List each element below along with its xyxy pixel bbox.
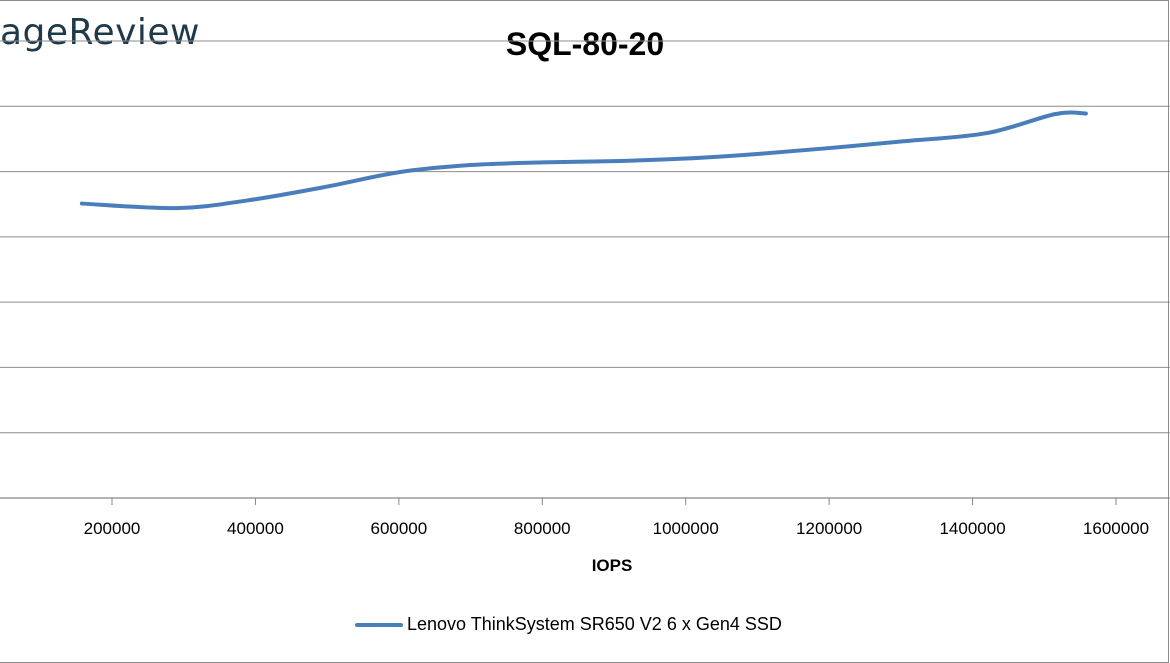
x-axis-ticks: 200000 400000 600000 800000 1000000 1200000 14…: [84, 498, 1149, 538]
gridlines: [0, 40, 1170, 499]
legend-label: Lenovo ThinkSystem SR650 V2 6 x Gen4 SSD: [407, 614, 782, 634]
x-tick-label: 1400000: [939, 519, 1005, 538]
x-axis-title: IOPS: [592, 556, 633, 575]
legend: Lenovo ThinkSystem SR650 V2 6 x Gen4 SSD: [355, 614, 782, 635]
legend-swatch: [355, 622, 403, 627]
series-line: [79, 110, 1088, 211]
series-layer: [79, 110, 1088, 211]
x-tick-label: 1600000: [1083, 519, 1149, 538]
x-tick-label: 200000: [84, 519, 141, 538]
brand-logo: ageReview: [0, 12, 201, 53]
x-tick-label: 800000: [514, 519, 571, 538]
x-tick-label: 1000000: [653, 519, 719, 538]
x-tick-label: 1200000: [796, 519, 862, 538]
x-tick-label: 400000: [227, 519, 284, 538]
chart-title: SQL-80-20: [505, 26, 665, 62]
x-tick-label: 600000: [370, 519, 427, 538]
